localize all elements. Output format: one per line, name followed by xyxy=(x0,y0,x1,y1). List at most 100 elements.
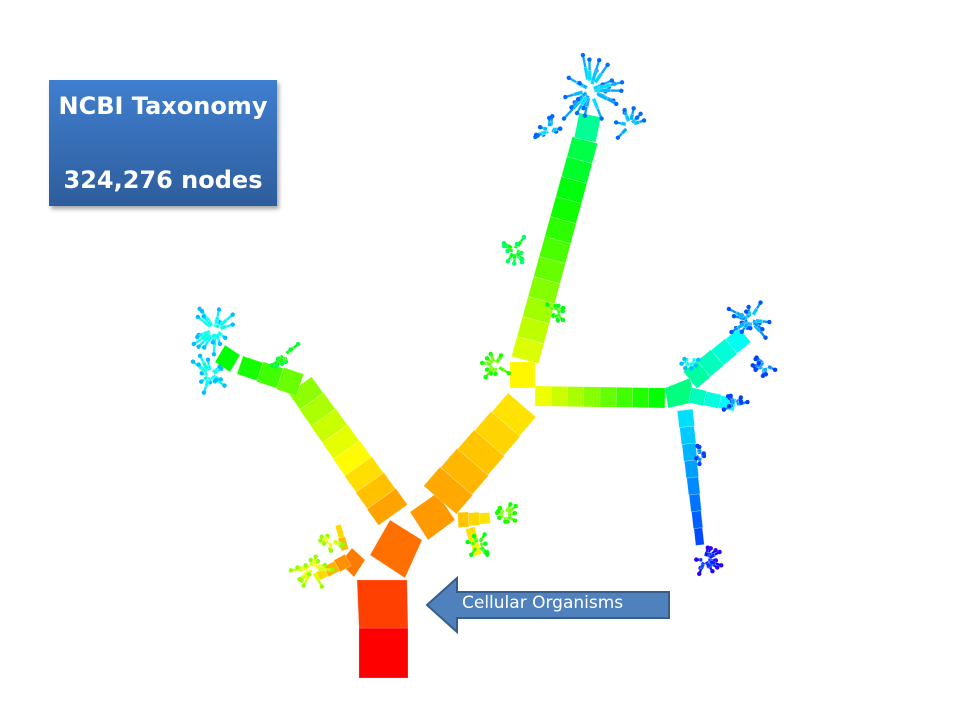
tree-branch-segment xyxy=(506,507,514,515)
tree-branch-segment xyxy=(479,542,484,547)
leaf-node xyxy=(744,309,749,314)
leaf-node xyxy=(488,371,494,376)
leaf-node xyxy=(763,372,769,377)
leaf-node xyxy=(575,96,581,102)
leaf-node xyxy=(689,366,694,371)
tree-branch-segment xyxy=(752,320,760,328)
leaf-node xyxy=(483,541,488,546)
leaf-node xyxy=(303,563,308,568)
leaf-node xyxy=(679,361,684,366)
leaf-node xyxy=(738,400,744,405)
leaf-node xyxy=(484,367,490,372)
leaf-node xyxy=(199,309,205,314)
leaf-node xyxy=(288,568,294,573)
leaf-node xyxy=(721,407,727,412)
leaf-node xyxy=(512,261,517,266)
leaf-node xyxy=(726,404,732,409)
tree-branch-segment xyxy=(629,113,635,121)
callout-label: Cellular Organisms xyxy=(462,593,624,613)
tree-branch-segment xyxy=(579,95,589,107)
leaf-node xyxy=(694,456,699,461)
leaf-node xyxy=(195,314,201,320)
tree-branch-segment xyxy=(766,364,773,371)
leaf-node xyxy=(201,345,207,350)
leaf-node xyxy=(505,248,510,254)
leaf-node xyxy=(558,126,563,131)
tree-branch-segment xyxy=(755,318,764,324)
tree-branch-segment xyxy=(202,333,212,343)
tree-branch-segment xyxy=(332,440,372,477)
tree-branch-segment xyxy=(573,112,602,143)
leaf-node xyxy=(596,57,602,63)
leaf-node xyxy=(705,545,710,550)
tree-branch-segment xyxy=(549,196,582,224)
leaf-node xyxy=(508,502,513,507)
leaf-node xyxy=(195,334,200,340)
tree-branch-segment xyxy=(488,358,495,365)
leaf-node xyxy=(717,549,722,555)
leaf-node xyxy=(701,451,706,456)
leaf-node xyxy=(587,57,592,62)
leaf-node xyxy=(739,329,744,335)
tree-node xyxy=(214,344,241,373)
tree-branch-segment xyxy=(206,364,212,371)
leaf-node xyxy=(619,88,624,93)
tree-branch-segment xyxy=(696,454,701,459)
tree-branch-segment xyxy=(287,376,324,410)
tree-branch-segment xyxy=(620,121,627,127)
tree-branch-segment xyxy=(742,322,750,330)
tree-branch-segment xyxy=(306,564,312,570)
tree-node xyxy=(409,492,456,541)
tree-branch-segment xyxy=(553,313,559,319)
leaf-node xyxy=(696,357,701,363)
leaf-node xyxy=(514,241,520,247)
leaf-node xyxy=(682,356,687,362)
leaf-node xyxy=(697,461,702,467)
leaf-node xyxy=(719,563,724,568)
title-box: NCBI Taxonomy 324,276 nodes xyxy=(49,80,277,206)
leaf-node xyxy=(599,116,604,121)
tree-branch-segment xyxy=(457,511,470,528)
leaf-node xyxy=(315,558,321,564)
leaf-node xyxy=(634,115,640,120)
leaf-node xyxy=(205,357,211,362)
leaf-node xyxy=(190,359,196,364)
tree-branch-segment xyxy=(751,307,759,317)
leaf-node xyxy=(574,110,580,116)
tree-branch-segment xyxy=(236,355,264,382)
leaf-node xyxy=(465,539,470,545)
tree-branch-segment xyxy=(676,408,695,429)
tree-branch-segment xyxy=(332,539,340,545)
tree-branch-segment xyxy=(216,330,224,337)
leaf-node xyxy=(512,518,518,523)
tree-branch-segment xyxy=(479,545,486,552)
tree-branch-segment xyxy=(533,256,566,284)
tree-branch-segment xyxy=(534,385,552,407)
tree-branch-segment xyxy=(321,424,360,460)
tree-branch-segment xyxy=(567,386,585,408)
tree-branch-segment xyxy=(497,365,506,373)
tree-branch-segment xyxy=(334,523,345,539)
tree-branch-segment xyxy=(474,411,521,456)
tree-branch-segment xyxy=(366,488,408,526)
tree-branch-segment xyxy=(730,403,734,408)
leaf-node xyxy=(545,302,550,307)
tree-branch-segment xyxy=(763,367,768,372)
leaf-node xyxy=(196,344,201,349)
tree-branch-segment xyxy=(735,310,745,319)
leaf-node xyxy=(760,327,765,332)
tree-branch-segment xyxy=(210,374,216,380)
tree-branch-segment xyxy=(760,361,764,367)
leaf-node xyxy=(484,356,490,361)
leaf-node xyxy=(288,347,293,352)
tree-branch-segment xyxy=(599,386,617,408)
leaf-node xyxy=(694,557,699,562)
cellular-organisms-node xyxy=(356,579,409,629)
tree-branch-segment xyxy=(313,572,321,582)
leaf-node xyxy=(580,52,586,58)
leaf-node xyxy=(210,340,215,345)
leaf-node xyxy=(321,541,327,546)
leaf-node xyxy=(556,303,561,308)
leaf-node xyxy=(469,552,474,557)
leaf-node xyxy=(731,313,737,319)
